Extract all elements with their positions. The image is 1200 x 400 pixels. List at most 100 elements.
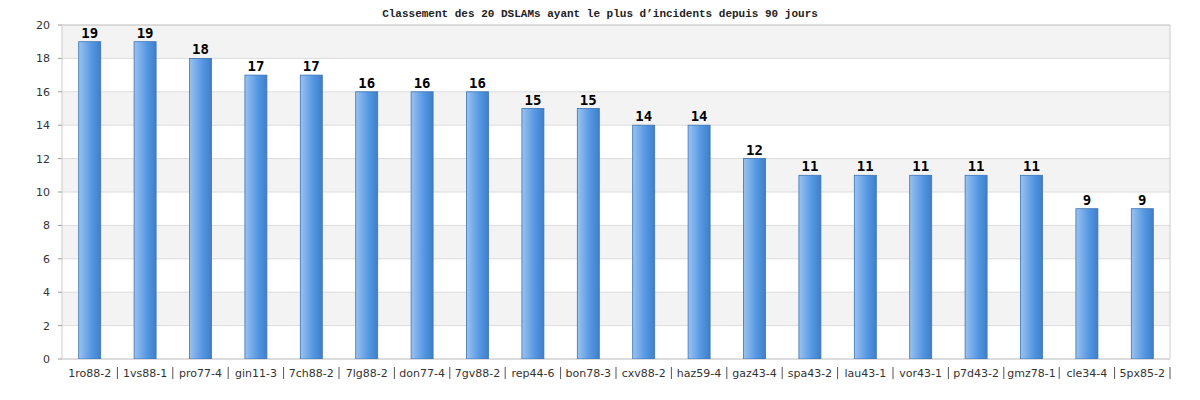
- grid-band: [62, 159, 1170, 192]
- data-label: 9: [1083, 192, 1091, 208]
- bar: [300, 75, 322, 359]
- data-label: 12: [746, 142, 763, 158]
- x-tick-label: lau43-1: [844, 367, 886, 380]
- data-label: 17: [303, 58, 320, 74]
- bar: [1131, 209, 1153, 359]
- bar: [134, 42, 156, 359]
- bar: [467, 92, 489, 359]
- y-tick-label: 10: [36, 186, 50, 199]
- data-label: 16: [414, 75, 431, 91]
- grid-line: [62, 225, 1170, 226]
- category-separator: [1170, 367, 1171, 379]
- x-tick-label: rep44-6: [511, 367, 554, 380]
- bar: [356, 92, 378, 359]
- data-label: 11: [912, 158, 929, 174]
- grid-line: [62, 125, 1170, 126]
- category-separator: [339, 367, 340, 379]
- y-tick-label: 14: [36, 119, 50, 132]
- bar: [522, 109, 544, 360]
- grid-band: [62, 25, 1170, 58]
- x-tick-label: 1ro88-2: [68, 367, 111, 380]
- x-tick-label: vor43-1: [899, 367, 942, 380]
- grid-line: [62, 192, 1170, 193]
- bar: [688, 125, 710, 359]
- bar: [577, 109, 599, 360]
- y-tick: [58, 192, 62, 193]
- data-label: 14: [635, 108, 652, 124]
- category-separator: [1003, 367, 1004, 379]
- data-label: 19: [137, 25, 154, 41]
- x-tick-label: haz59-4: [677, 367, 721, 380]
- grid-line: [62, 292, 1170, 293]
- x-tick-label: gmz78-1: [1007, 367, 1055, 380]
- y-tick-label: 4: [43, 286, 50, 299]
- category-separator: [616, 367, 617, 379]
- category-separator: [560, 367, 561, 379]
- bar: [799, 175, 821, 359]
- data-label: 19: [81, 25, 98, 41]
- x-tick-label: 7gv88-2: [455, 367, 500, 380]
- grid-line: [62, 158, 1170, 159]
- category-separator: [449, 367, 450, 379]
- bar: [79, 42, 101, 359]
- category-separator: [671, 367, 672, 379]
- grid-band: [62, 225, 1170, 258]
- category-separator: [172, 367, 173, 379]
- bar: [854, 175, 876, 359]
- x-tick-label: 7lg88-2: [346, 367, 388, 380]
- bar: [633, 125, 655, 359]
- grid-band: [62, 292, 1170, 325]
- grid-line: [62, 91, 1170, 92]
- bars: [79, 42, 1154, 359]
- category-separator: [117, 367, 118, 379]
- category-separator: [837, 367, 838, 379]
- category-separator: [948, 367, 949, 379]
- category-separator: [228, 367, 229, 379]
- y-tick: [58, 292, 62, 293]
- data-label: 16: [358, 75, 375, 91]
- y-tick: [58, 325, 62, 326]
- y-tick: [58, 158, 62, 159]
- grid-line: [62, 258, 1170, 259]
- category-separator: [726, 367, 727, 379]
- data-label: 11: [857, 158, 874, 174]
- y-tick: [58, 258, 62, 259]
- y-tick-label: 20: [36, 19, 50, 32]
- y-tick-label: 2: [43, 320, 50, 333]
- bar: [965, 175, 987, 359]
- bar: [910, 175, 932, 359]
- x-tick-label: gin11-3: [235, 367, 277, 380]
- category-separator: [1114, 367, 1115, 379]
- data-label: 11: [801, 158, 818, 174]
- x-tick-label: bon78-3: [565, 367, 611, 380]
- data-label: 15: [580, 92, 597, 108]
- y-tick: [58, 359, 62, 360]
- bar: [1076, 209, 1098, 359]
- bar: [1021, 175, 1043, 359]
- bar: [190, 58, 212, 359]
- data-label: 15: [524, 92, 541, 108]
- y-tick-label: 16: [36, 86, 50, 99]
- chart-title: Classement des 20 DSLAMs ayant le plus d…: [382, 8, 818, 20]
- data-label: 16: [469, 75, 486, 91]
- y-tick: [58, 125, 62, 126]
- data-label: 18: [192, 41, 209, 57]
- data-label: 11: [1023, 158, 1040, 174]
- y-tick: [58, 25, 62, 26]
- x-tick-label: 5px85-2: [1120, 367, 1165, 380]
- category-separator: [283, 367, 284, 379]
- x-tick-label: cxv88-2: [622, 367, 666, 380]
- data-label: 11: [968, 158, 985, 174]
- bar: [744, 159, 766, 359]
- chart: Classement des 20 DSLAMs ayant le plus d…: [0, 0, 1200, 400]
- y-tick-label: 6: [43, 253, 50, 266]
- grid-line: [62, 325, 1170, 326]
- y-tick-label: 8: [43, 219, 50, 232]
- plot-frame: [62, 25, 1170, 359]
- grid-line: [62, 58, 1170, 59]
- category-separator: [1059, 367, 1060, 379]
- y-tick: [58, 225, 62, 226]
- x-tick-label: 7ch88-2: [289, 367, 334, 380]
- category-separator: [505, 367, 506, 379]
- y-tick: [58, 91, 62, 92]
